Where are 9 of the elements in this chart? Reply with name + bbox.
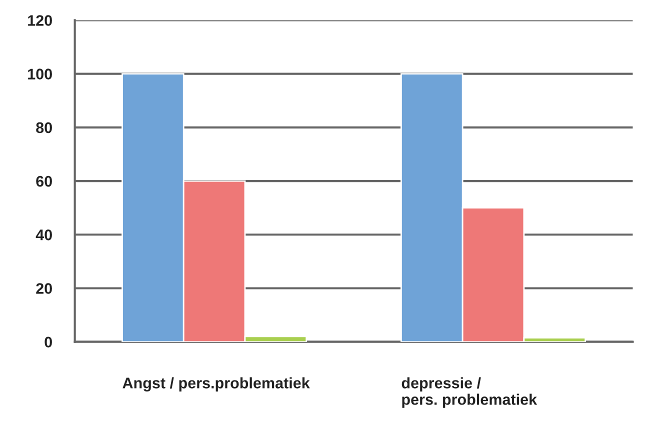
y-tick-label: 0 xyxy=(44,336,52,348)
y-tick-label: 60 xyxy=(36,176,52,187)
y-tick-label: 40 xyxy=(36,230,52,240)
y-tick-label: 20 xyxy=(36,283,52,294)
x-tick-label: depressie / pers. problematiek xyxy=(402,377,538,408)
y-tick-label: 120 xyxy=(28,15,52,26)
y-tick-label: 100 xyxy=(28,68,52,80)
x-tick-label: Angst / pers.problematiek xyxy=(122,377,310,392)
y-tick-label: 80 xyxy=(36,122,52,134)
